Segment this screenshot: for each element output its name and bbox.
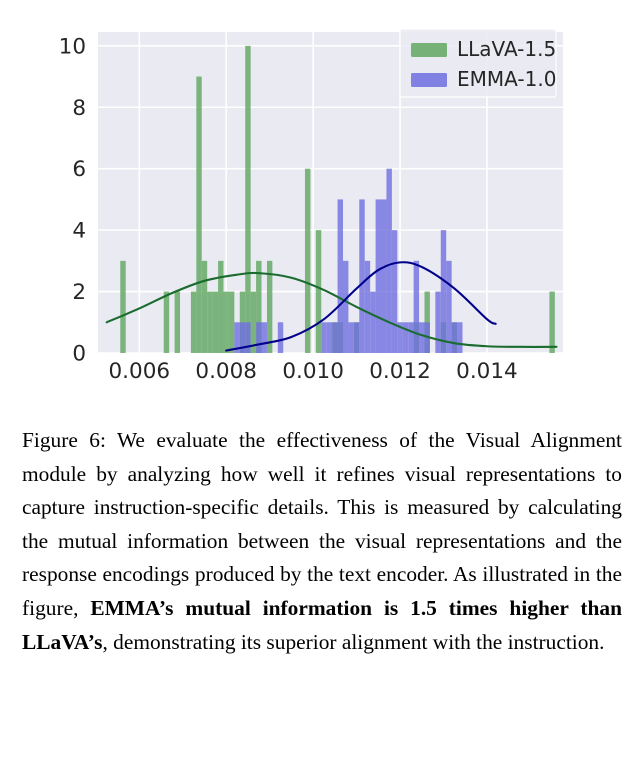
histogram-bar xyxy=(375,199,382,353)
legend-swatch-llava xyxy=(411,43,447,57)
legend-swatch-emma xyxy=(411,73,447,87)
histogram-bar xyxy=(234,322,240,353)
histogram-bar xyxy=(239,322,246,353)
histogram-bar xyxy=(223,291,229,353)
kde-curve-llava xyxy=(105,271,558,348)
histogram-bar xyxy=(212,291,219,353)
histogram-bar xyxy=(196,76,202,353)
y-tick-label: 4 xyxy=(72,219,86,244)
legend-label: EMMA-1.0 xyxy=(457,67,556,91)
histogram-bar xyxy=(256,260,262,353)
histogram-bar xyxy=(364,260,371,353)
histogram-bar xyxy=(174,291,181,353)
plot-legend: LLaVA-1.5 EMMA-1.0 xyxy=(399,28,557,98)
kde-curve-emma xyxy=(225,261,497,352)
y-tick-label: 2 xyxy=(72,280,86,305)
histogram-bar xyxy=(435,291,441,353)
kde-curve xyxy=(105,271,558,348)
histogram-bar xyxy=(549,291,555,353)
figure-6: 0.006 0.008 0.010 0.012 0.014 0 2 4 6 8 10 LLaVA-… xyxy=(58,28,563,384)
y-tick-label: 10 xyxy=(59,34,86,59)
histogram-bar xyxy=(397,322,403,353)
histogram-bar xyxy=(332,322,338,353)
histogram-bar xyxy=(419,322,425,353)
histogram-bar xyxy=(353,322,360,353)
histogram-bar xyxy=(120,260,126,353)
histogram-bar xyxy=(402,322,409,353)
histogram-bar xyxy=(386,168,392,353)
caption-text: , demonstrating its superior alignment w… xyxy=(102,629,605,654)
histogram-bar xyxy=(451,322,458,353)
histogram-bar xyxy=(201,260,208,353)
histogram-bar xyxy=(440,230,447,353)
x-tick-label: 0.012 xyxy=(369,359,431,384)
histogram-bar xyxy=(315,230,322,353)
y-tick-label: 8 xyxy=(72,96,86,121)
y-tick-label: 0 xyxy=(72,342,86,367)
histogram-bar xyxy=(228,291,235,353)
histogram-bar xyxy=(190,291,197,353)
y-axis-tick-labels: 0 2 4 6 8 10 xyxy=(59,34,86,366)
histogram-bar xyxy=(413,260,420,353)
figure-caption: Figure 6: We evaluate the effectiveness … xyxy=(22,424,622,659)
x-tick-label: 0.014 xyxy=(456,359,518,384)
histogram-bar xyxy=(207,291,213,353)
histogram-bar xyxy=(266,260,273,353)
histogram-bar xyxy=(321,322,327,353)
histogram-bar xyxy=(218,260,224,353)
histogram-bar xyxy=(261,322,267,353)
histogram-bar xyxy=(446,260,452,353)
histogram-bar xyxy=(250,291,257,353)
legend-label: LLaVA-1.5 xyxy=(457,37,556,61)
histogram-bar xyxy=(408,322,414,353)
histogram-bar xyxy=(342,260,349,353)
histogram-bar xyxy=(245,322,251,353)
x-tick-label: 0.008 xyxy=(195,359,257,384)
histogram-bar xyxy=(304,168,311,353)
histogram-bar xyxy=(370,291,376,353)
histogram-bar xyxy=(256,322,262,353)
histogram-bar xyxy=(245,45,251,353)
caption-text: Figure 6: We evaluate the effectiveness … xyxy=(22,428,622,620)
histogram-bar xyxy=(359,199,365,353)
y-tick-label: 6 xyxy=(72,157,86,182)
histogram-bar xyxy=(163,291,170,353)
histogram-bar xyxy=(391,230,398,353)
bars-emma xyxy=(234,168,463,353)
histogram-plot: 0.006 0.008 0.010 0.012 0.014 0 2 4 6 8 10 LLaVA-… xyxy=(58,28,563,384)
x-tick-label: 0.006 xyxy=(109,359,171,384)
histogram-bar xyxy=(326,322,333,353)
kde-curve xyxy=(225,261,497,352)
histogram-bar xyxy=(277,322,284,353)
histogram-bar xyxy=(337,199,343,353)
x-axis-tick-labels: 0.006 0.008 0.010 0.012 0.014 xyxy=(109,359,518,384)
caption-emphasis: EMMA’s mutual information is 1.5 times h… xyxy=(22,595,622,654)
x-tick-label: 0.010 xyxy=(282,359,344,384)
histogram-bar xyxy=(381,199,387,353)
histogram-bar xyxy=(348,322,354,353)
histogram-bar xyxy=(457,322,463,353)
